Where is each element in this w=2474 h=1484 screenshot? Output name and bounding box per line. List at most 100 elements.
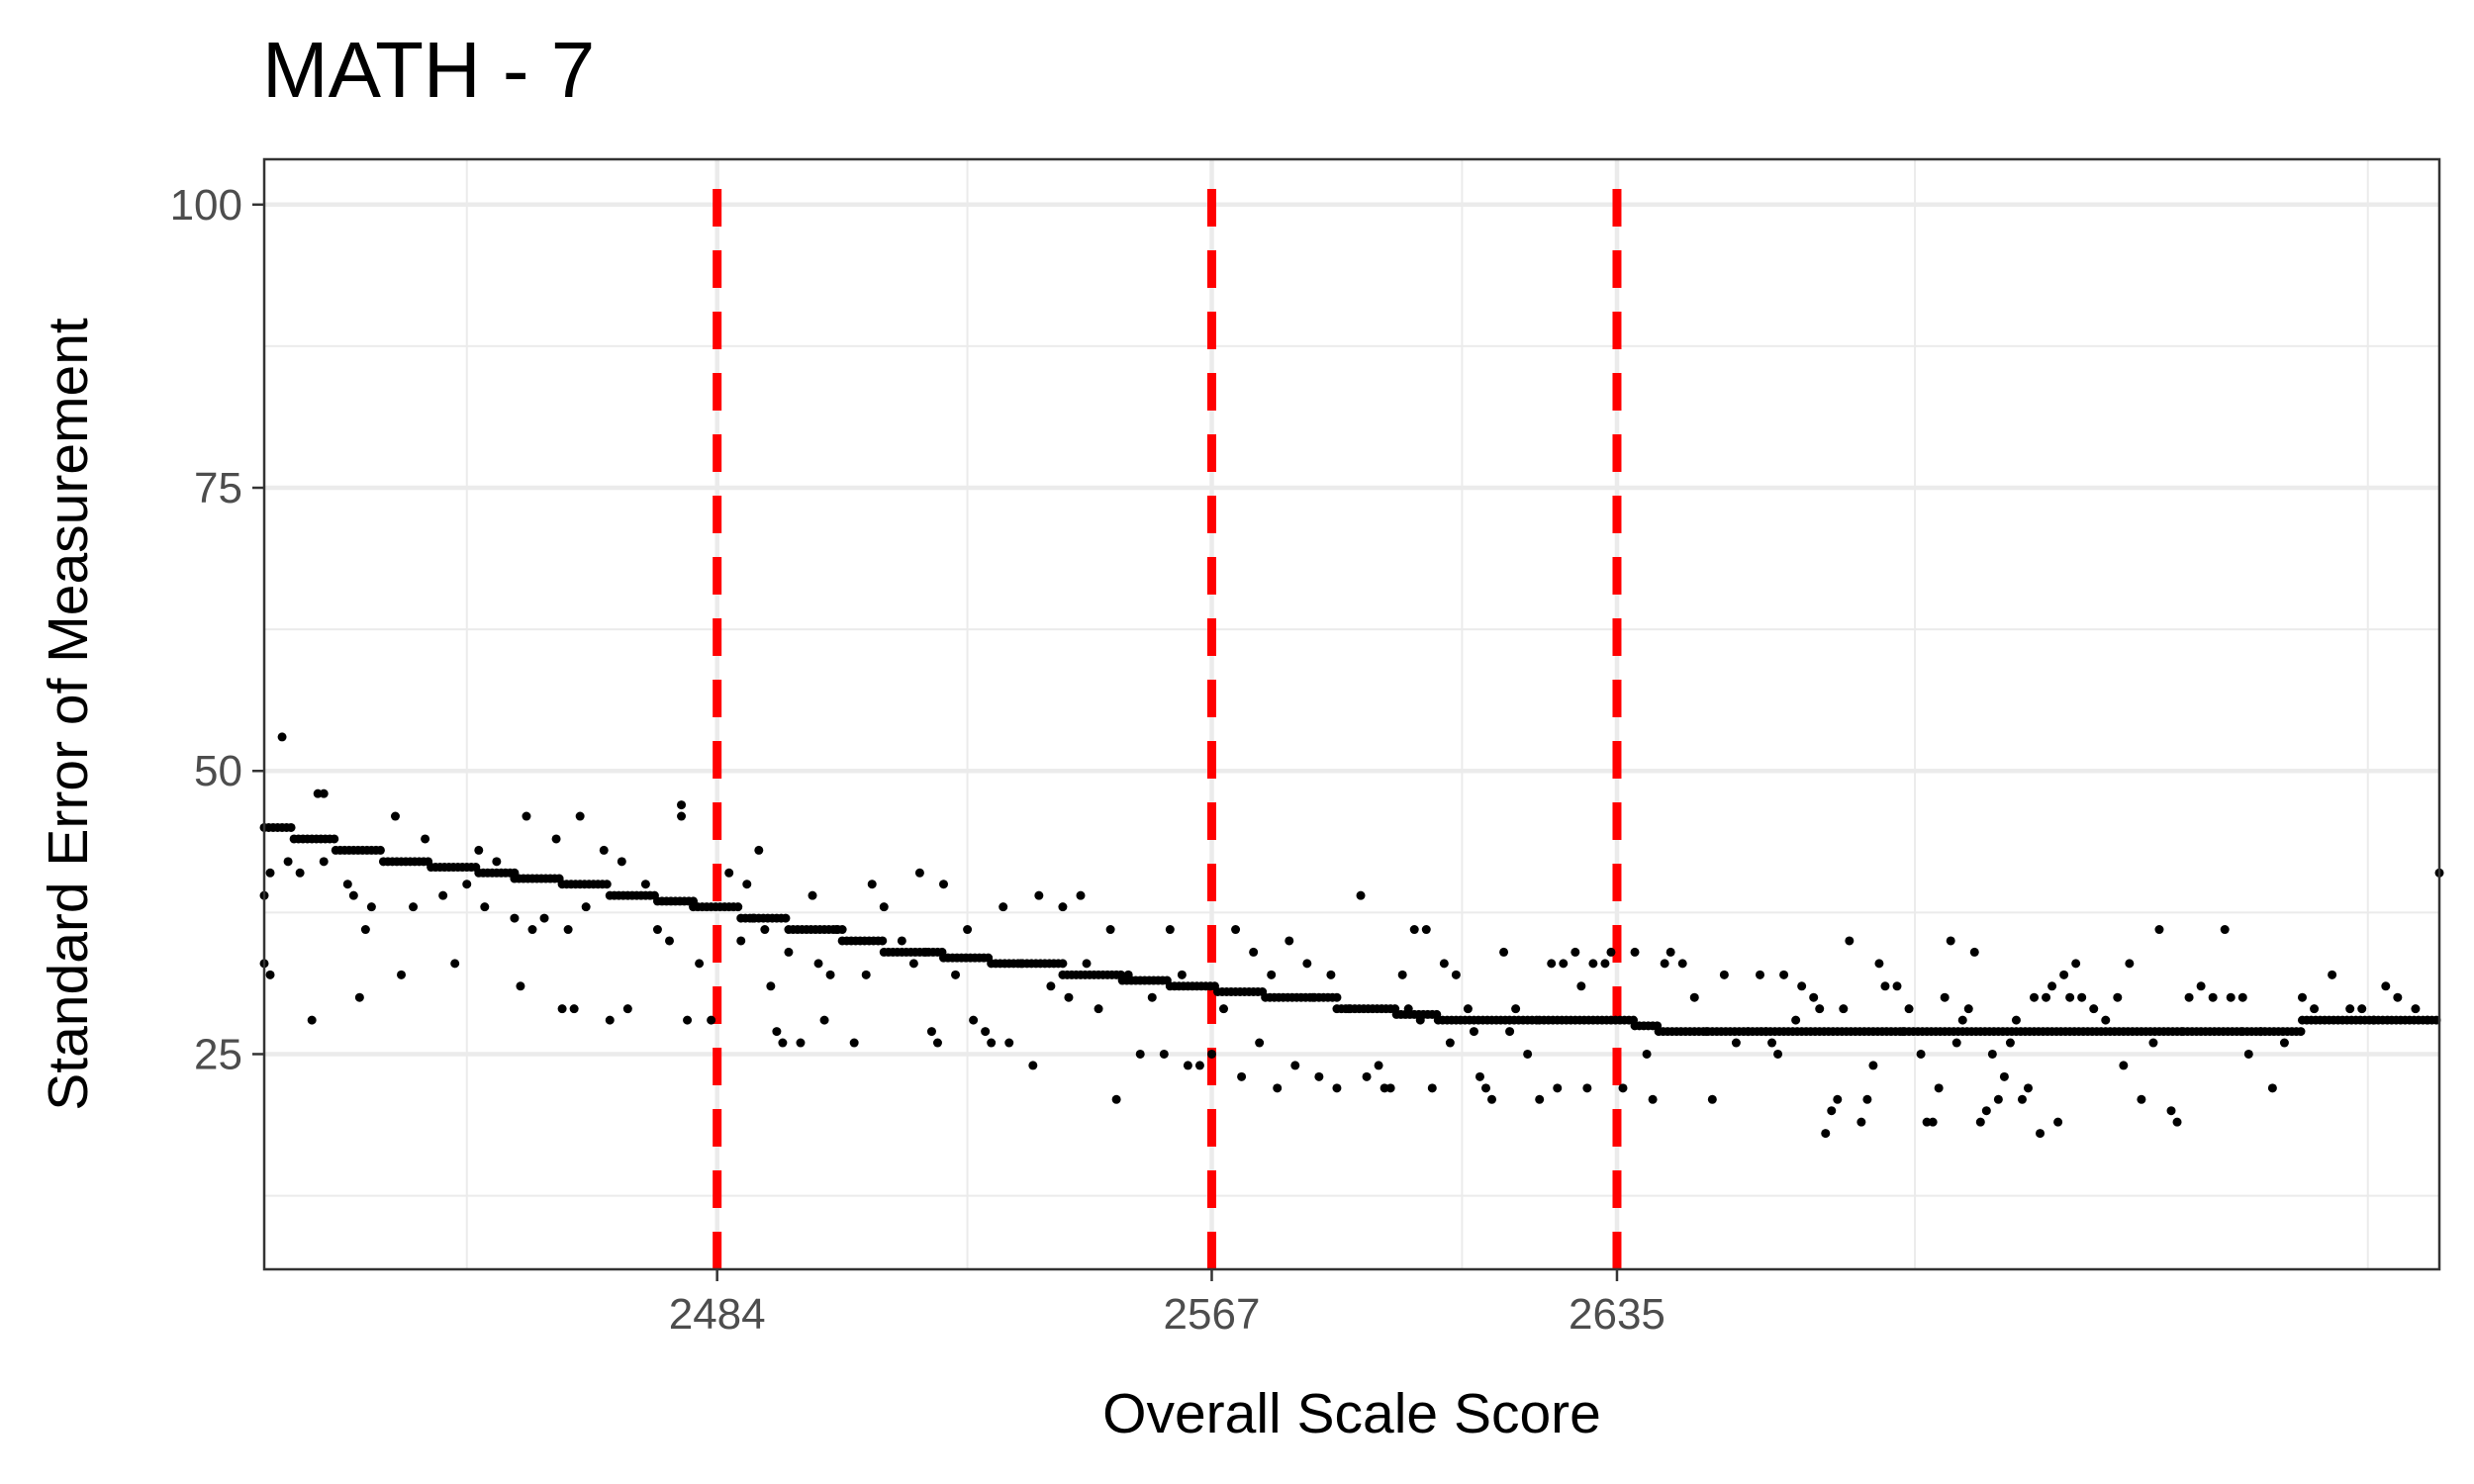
data-point <box>1004 1038 1014 1048</box>
data-point <box>2267 1083 2277 1093</box>
data-point <box>879 902 889 912</box>
data-point <box>1135 1049 1145 1059</box>
data-point <box>1833 1094 1843 1104</box>
data-point <box>1701 1027 1711 1037</box>
data-point <box>677 800 687 810</box>
x-tick-label: 2484 <box>669 1290 766 1339</box>
data-point <box>1231 925 1241 935</box>
data-point <box>1249 947 1259 957</box>
data-point <box>286 822 296 832</box>
data-point <box>516 981 525 991</box>
data-point <box>748 913 758 923</box>
data-point <box>1165 925 1175 935</box>
data-points <box>259 732 2444 1139</box>
data-point <box>1576 981 1586 991</box>
data-point <box>2279 1038 2289 1048</box>
data-point <box>492 857 502 867</box>
data-point <box>1779 970 1789 979</box>
data-point <box>1743 1027 1753 1037</box>
data-point <box>2101 1015 2111 1025</box>
data-point <box>2423 1015 2432 1025</box>
data-point <box>819 1015 829 1025</box>
data-point <box>2005 1038 2015 1048</box>
y-axis-title: Standard Error of Measurement <box>37 318 100 1111</box>
data-point <box>2357 1004 2367 1014</box>
data-point <box>1845 936 1855 946</box>
data-point <box>2328 970 2337 979</box>
data-point <box>2148 1038 2158 1048</box>
data-point <box>421 834 430 844</box>
axis-ticks: 25 50 75 100 2484 2567 2635 <box>170 181 1665 1339</box>
data-point <box>366 902 376 912</box>
data-point <box>1308 992 1318 1002</box>
data-point <box>557 1004 567 1014</box>
data-point <box>1421 925 1431 935</box>
data-point <box>1821 1129 1831 1139</box>
data-point <box>283 857 293 867</box>
data-point <box>1475 1071 1484 1081</box>
data-point <box>2137 1094 2146 1104</box>
grid-layer <box>264 159 2439 1269</box>
data-point <box>1028 1061 1038 1070</box>
data-point <box>1618 1083 1628 1093</box>
data-point <box>265 868 275 878</box>
data-point <box>1451 970 1461 979</box>
data-point <box>2166 1106 2176 1116</box>
data-point <box>551 834 561 844</box>
data-point <box>1707 1094 1717 1104</box>
data-point <box>2172 1117 2182 1127</box>
data-point <box>2089 1004 2099 1014</box>
data-point <box>897 936 906 946</box>
data-point <box>849 1038 859 1048</box>
data-point <box>2243 1049 2253 1059</box>
data-point <box>1362 1071 1372 1081</box>
y-tick-label: 50 <box>194 747 242 795</box>
data-point <box>2119 1061 2129 1070</box>
data-point <box>1332 1083 1342 1093</box>
data-point <box>772 1027 782 1037</box>
data-point <box>2011 1015 2021 1025</box>
data-point <box>2369 1015 2379 1025</box>
data-point <box>926 1027 936 1037</box>
data-point <box>342 880 352 889</box>
data-point <box>438 890 448 900</box>
data-point <box>1928 1117 1938 1127</box>
data-point <box>796 1038 806 1048</box>
data-point <box>1570 947 1580 957</box>
data-point <box>2023 1083 2033 1093</box>
data-point <box>1159 1049 1169 1059</box>
data-point <box>1648 1094 1658 1104</box>
data-point <box>1689 992 1699 1002</box>
data-point <box>1267 970 1277 979</box>
data-point <box>581 902 591 912</box>
data-point <box>1302 959 1312 969</box>
data-point <box>733 902 743 912</box>
data-point <box>375 845 385 855</box>
data-point <box>1034 890 1044 900</box>
data-point <box>652 925 662 935</box>
data-point <box>1797 981 1807 991</box>
data-point <box>348 890 358 900</box>
data-point <box>2297 992 2307 1002</box>
data-point <box>1058 959 1068 969</box>
data-point <box>1815 1004 1825 1014</box>
data-point <box>1076 890 1086 900</box>
data-point <box>1273 1083 1283 1093</box>
data-point <box>963 925 973 935</box>
data-point <box>1951 1038 1961 1048</box>
chart-title: MATH - 7 <box>262 26 595 114</box>
data-point <box>1206 1049 1216 1059</box>
data-point <box>1957 1015 1967 1025</box>
data-point <box>1892 981 1902 991</box>
data-point <box>760 925 770 935</box>
data-point <box>522 811 531 821</box>
data-point <box>1314 1071 1324 1081</box>
data-point <box>330 834 339 844</box>
data-point <box>1600 959 1610 969</box>
data-point <box>1016 959 1026 969</box>
data-point <box>1975 1117 1985 1127</box>
data-point <box>1719 970 1729 979</box>
data-point <box>1981 1106 1991 1116</box>
data-point <box>1773 1049 1783 1059</box>
